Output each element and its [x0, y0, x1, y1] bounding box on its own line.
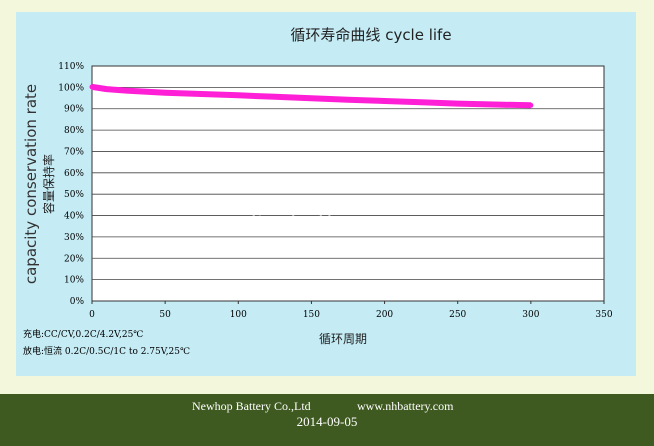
data-point	[126, 88, 132, 94]
series-line-0	[91, 83, 531, 109]
company-name: Newhop Battery Co.,Ltd	[192, 399, 311, 413]
data-point	[418, 99, 424, 105]
data-point	[235, 92, 241, 98]
y-axis-label: capacity conservation rate	[22, 84, 40, 284]
x-tick-label: 200	[376, 310, 393, 320]
y-tick-label: 20%	[64, 254, 84, 264]
y-tick-label: 90%	[64, 105, 84, 115]
y-axis-label-cn: 容量保持率	[41, 154, 56, 214]
y-tick-label: 50%	[64, 190, 84, 200]
x-tick-label: 250	[449, 310, 466, 320]
cycle-life-chart: 循环寿命曲线 cycle life 0% 10% 20% 30% 40% 50% 60% 70…	[22, 26, 613, 357]
data-point	[528, 102, 534, 108]
data-point	[308, 95, 314, 101]
data-point	[455, 101, 461, 107]
footer: Newhop Battery Co.,Ltd www.nhbattery.com…	[0, 394, 654, 446]
y-axis-ticks: 0% 10% 20% 30% 40% 50% 60% 70% 80% 90% 100% 110%	[58, 62, 84, 307]
y-tick-label: 60%	[64, 169, 84, 179]
watermark: lipobattery.com	[251, 211, 422, 236]
data-point	[491, 101, 497, 107]
charge-condition: 充电:CC/CV,0.2C/4.2V,25℃	[23, 328, 143, 340]
x-axis-ticks: 0 50 100 150 200 250 300 350	[89, 301, 613, 320]
y-tick-label: 10%	[64, 276, 84, 286]
chart-panel: 循环寿命曲线 cycle life 0% 10% 20% 30% 40% 50% 60% 70…	[16, 12, 636, 376]
x-tick-label: 350	[595, 310, 612, 320]
y-tick-label: 40%	[64, 212, 84, 222]
chart-title: 循环寿命曲线 cycle life	[290, 26, 451, 44]
x-tick-label: 0	[89, 310, 95, 320]
x-tick-label: 100	[230, 310, 247, 320]
data-point	[162, 90, 168, 96]
y-tick-label: 80%	[64, 126, 84, 136]
discharge-condition: 放电:恒流 0.2C/0.5C/1C to 2.75V,25℃	[23, 345, 190, 357]
x-axis-label: 循环周期	[319, 332, 367, 346]
website-text: www.nhbattery.com	[357, 399, 454, 413]
x-tick-label: 150	[303, 310, 320, 320]
footer-date: 2014-09-05	[296, 414, 358, 429]
data-point	[272, 94, 278, 100]
x-tick-label: 50	[159, 310, 171, 320]
grid-lines	[92, 86, 604, 281]
y-tick-label: 100%	[58, 83, 84, 93]
data-point	[89, 84, 95, 90]
data-point	[382, 98, 388, 104]
y-tick-label: 0%	[70, 297, 85, 307]
y-tick-label: 30%	[64, 233, 84, 243]
data-point	[104, 86, 110, 92]
data-point	[345, 97, 351, 103]
x-tick-label: 300	[522, 310, 539, 320]
data-point	[199, 91, 205, 97]
series-layer	[89, 83, 534, 109]
y-tick-label: 110%	[58, 62, 84, 72]
y-tick-label: 70%	[64, 147, 84, 157]
